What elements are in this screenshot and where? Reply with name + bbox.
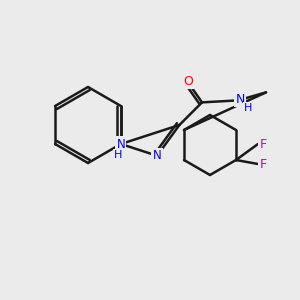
Text: O: O <box>183 75 193 88</box>
Text: F: F <box>260 158 266 170</box>
Text: N: N <box>116 137 125 151</box>
Text: F: F <box>260 137 266 151</box>
Text: H: H <box>114 150 122 160</box>
Text: N: N <box>235 93 245 106</box>
Text: N: N <box>153 149 161 162</box>
Text: H: H <box>244 103 252 113</box>
